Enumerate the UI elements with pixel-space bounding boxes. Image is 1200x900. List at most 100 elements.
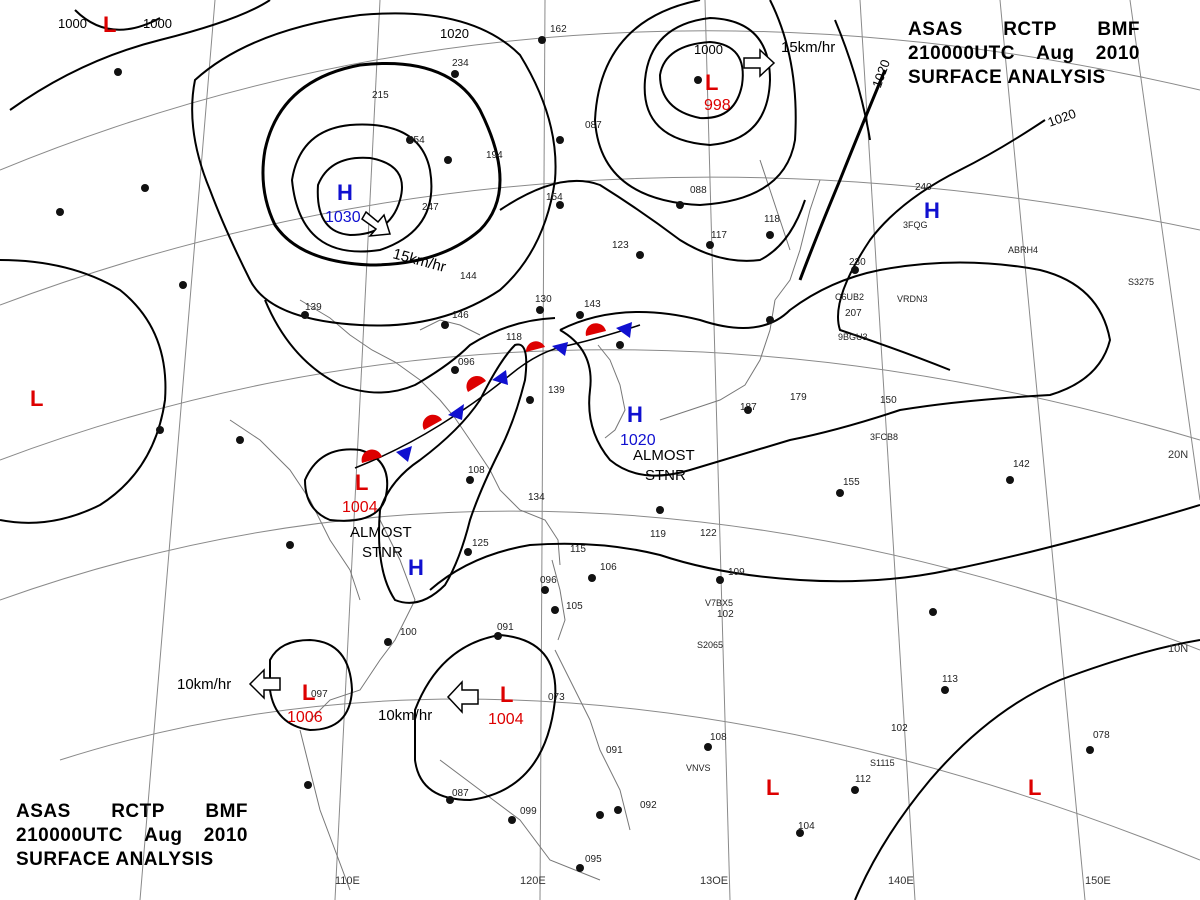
low-pressure-value: 998 [704, 97, 731, 114]
lon-label: 150E [1085, 875, 1111, 887]
status-label-line2: STNR [362, 544, 403, 561]
motion-speed-label: 10km/hr [378, 707, 432, 724]
isobar-north-outer [499, 179, 806, 262]
isobar-1012-lower [264, 299, 556, 394]
warm-front-semicircle [525, 341, 545, 352]
high-pressure-value: 1030 [325, 209, 361, 226]
status-label-line1: ALMOST [633, 447, 695, 464]
station-value: 087 [585, 120, 602, 131]
meridian-140e [859, 0, 916, 900]
ship-callsign: V7BX5 [705, 598, 733, 608]
low-marker: L [1028, 775, 1041, 800]
header-time-2: Aug [144, 825, 183, 846]
status-label-layer: ALMOST STNR ALMOST STNR [350, 447, 695, 561]
station-value: 122 [700, 528, 717, 539]
isobar-ne-1020b [837, 119, 1046, 371]
station-value: 134 [528, 492, 545, 503]
isobar-1006-low [269, 638, 354, 732]
station-value: 150 [880, 395, 897, 406]
cold-front-triangle [492, 370, 508, 385]
station-value: 113 [942, 674, 958, 685]
station-value: 139 [548, 385, 565, 396]
indochina [309, 519, 416, 721]
isobar-1004-south-low [414, 633, 557, 802]
station-value: 155 [843, 477, 860, 488]
parallel-0n [59, 698, 1200, 861]
coastlines [229, 159, 821, 891]
parallel-10n [0, 510, 1200, 651]
lat-label: 20N [1168, 449, 1188, 461]
malay-peninsula [299, 729, 351, 891]
meridian-100e [139, 0, 216, 900]
isobar-trough [378, 343, 528, 604]
lon-label: 13OE [700, 875, 728, 887]
station-value: 108 [468, 465, 485, 476]
ship-callsign: S2065 [697, 640, 723, 650]
low-pressure-value: 1006 [287, 709, 323, 726]
header-source-2: RCTP [1003, 19, 1057, 40]
arrow-left-icon [446, 680, 479, 714]
station-value: 102 [717, 609, 734, 620]
low-marker: L [500, 682, 513, 707]
header-time-2: Aug [1036, 43, 1075, 64]
isobar-1020-ne [798, 69, 887, 281]
low-marker: L [103, 12, 116, 37]
high-marker: H [337, 180, 353, 205]
status-label-line2: STNR [645, 467, 686, 484]
isobar-south-band [429, 504, 1200, 591]
motion-speed-label: 15km/hr [391, 245, 448, 275]
lon-label: 120E [520, 875, 546, 887]
low-pressure-value: 1004 [342, 499, 378, 516]
arrow-right-icon [743, 48, 776, 78]
station-value: 230 [849, 257, 866, 268]
isobar-1016 [191, 12, 557, 327]
sakhalin [759, 159, 791, 251]
arrow-down-right-icon [361, 210, 391, 237]
station-value: 115 [570, 544, 586, 555]
header-time-row: 210000UTC Aug 2010 [16, 824, 248, 848]
ship-callsign: 3FQG [903, 220, 928, 230]
station-value: 078 [1093, 730, 1110, 741]
station-value: 207 [845, 308, 862, 319]
isobar-east-ring [559, 261, 1112, 477]
isobar-label: 1020 [440, 26, 469, 41]
station-value: 146 [452, 310, 469, 321]
station-value: 087 [452, 788, 469, 799]
motion-speed-label: 10km/hr [177, 676, 231, 693]
cold-front-triangle [552, 342, 568, 356]
station-dots [56, 36, 1094, 872]
motion-speed-label: 15km/hr [781, 39, 835, 56]
isobar-label: 1000 [694, 42, 723, 57]
philippines [554, 649, 631, 831]
ship-callsign: S3275 [1128, 277, 1154, 287]
station-value: 100 [400, 627, 417, 638]
south-china-coast [229, 419, 361, 601]
high-pressure-value: 1020 [620, 432, 656, 449]
graticule-labels: 110E 120E 13OE 140E 150E 20N 10N [335, 449, 1188, 887]
ship-callsign: C6UB2 [835, 292, 864, 302]
header-time-row: 210000UTC Aug 2010 [908, 42, 1140, 66]
ship-callsign: 9BGU3 [838, 332, 868, 342]
station-value: 099 [520, 806, 537, 817]
high-marker: H [408, 555, 424, 580]
lon-label: 140E [888, 875, 914, 887]
borneo [439, 759, 601, 881]
station-value: 102 [891, 723, 908, 734]
header-source-3: BMF [205, 801, 248, 822]
station-value: 119 [650, 529, 666, 540]
ship-callsign-layer: 3FQG C6UB2 VRDN3 ABRH4 S3275 9BGU3 3FCB8… [686, 220, 1154, 773]
station-value: 118 [764, 214, 780, 225]
status-label-line1: ALMOST [350, 524, 412, 541]
isobar-low-west [0, 259, 167, 524]
front-cold-symbols [396, 322, 632, 462]
warm-front-semicircle [361, 449, 382, 463]
station-value: 143 [584, 299, 601, 310]
station-value: 254 [408, 135, 425, 146]
isobar-1000-nw [74, 9, 161, 31]
stationary-front [354, 322, 641, 469]
meridian-150e [999, 0, 1086, 900]
station-value: 091 [606, 745, 623, 756]
isobar-ring-998-outer [594, 0, 797, 207]
motion-arrows [248, 48, 776, 714]
